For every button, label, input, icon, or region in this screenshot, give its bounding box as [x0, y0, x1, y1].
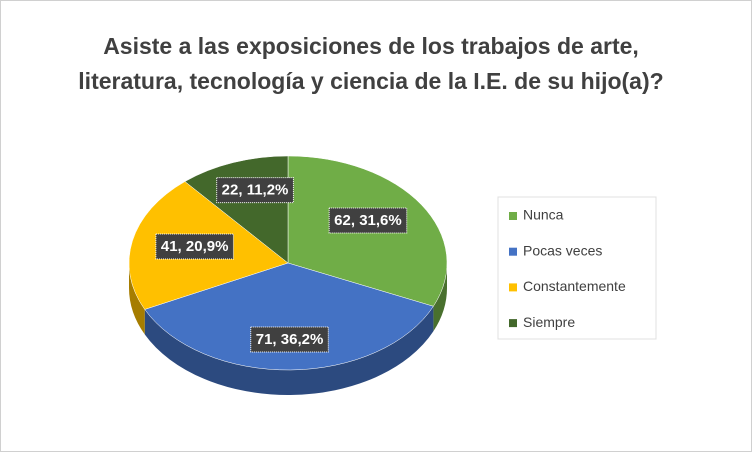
pie-slice — [144, 262, 434, 371]
chart-title: Asiste a las exposiciones de los trabajo… — [78, 33, 664, 94]
pie-side — [144, 306, 434, 395]
legend-swatch — [509, 283, 517, 292]
data-label: 41, 20,9% — [155, 233, 234, 260]
data-label-text: 62, 31,6% — [334, 212, 402, 229]
legend-swatch — [509, 212, 517, 220]
data-label-text: 22, 11,2% — [222, 182, 289, 199]
legend-label: Siempre — [523, 314, 575, 330]
data-label-box — [328, 207, 408, 234]
legend-label: Pocas veces — [523, 242, 602, 258]
data-label-text: 71, 36,2% — [256, 331, 324, 348]
data-label-box — [155, 233, 234, 260]
data-label-box — [216, 177, 294, 204]
legend-box — [497, 196, 657, 340]
data-label: 62, 31,6% — [328, 207, 408, 234]
legend-swatch — [509, 319, 517, 328]
legend-label: Nunca — [523, 207, 564, 223]
legend-swatch — [509, 247, 517, 256]
data-label: 71, 36,2% — [250, 326, 329, 353]
legend-label: Constantemente — [523, 278, 626, 294]
pie-side — [129, 263, 145, 335]
data-label-text: 41, 20,9% — [161, 238, 229, 255]
data-label-box — [250, 326, 329, 353]
data-label: 22, 11,2% — [216, 177, 294, 204]
pie-side — [433, 263, 447, 332]
